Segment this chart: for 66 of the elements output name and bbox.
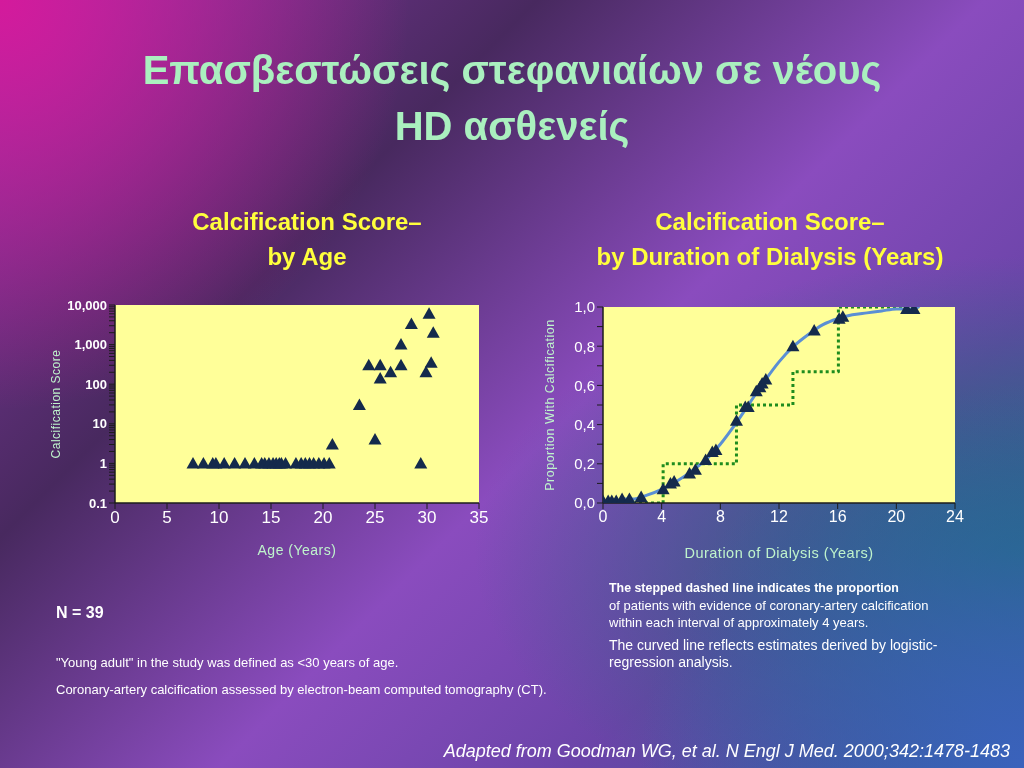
y-tick-label: 1,0 (574, 298, 595, 316)
y-tick-label: 10 (92, 416, 107, 432)
chart-title: Calcification Score– by Age (191, 207, 423, 272)
point (786, 339, 800, 352)
y-tick-label: 0.1 (88, 495, 107, 511)
chart-title: Calcification Score– by Duration of Dialysis (Years) (595, 207, 945, 272)
y-tick-label: 0,2 (574, 455, 595, 473)
x-tick-label: 10 (209, 508, 229, 528)
point (424, 356, 438, 368)
point (426, 326, 440, 338)
x-tick-label: 0 (110, 508, 120, 528)
y-tick-label: 0,8 (574, 337, 595, 355)
text: of patients with evidence of coronary-artery calcification within each interval of approximately 4 years. (609, 597, 930, 631)
point (414, 456, 428, 469)
point (419, 365, 433, 378)
x-tick-label: 15 (261, 508, 281, 528)
y-tick-label: 0,4 (574, 415, 595, 433)
x-tick-label: 8 (715, 508, 725, 526)
point (634, 490, 648, 503)
point (422, 307, 436, 319)
x-axis-title: Age (Years) (257, 542, 337, 558)
text: "Young adult" in the study was defined as <30 years of age. (56, 654, 399, 671)
text: Coronary-artery calcification assessed by electron-beam computed tomography (CT). (56, 681, 547, 698)
point (368, 433, 382, 445)
text: Adapted from Goodman WG, et al. N Engl J Med. 2000;342:1478-1483 (443, 740, 1010, 762)
text: N = 39 (56, 603, 104, 623)
point (394, 338, 408, 350)
point (217, 456, 231, 469)
x-tick-label: 5 (162, 508, 172, 528)
text: The stepped dashed line indicates the proportion (609, 580, 899, 597)
point (279, 456, 293, 469)
point (729, 414, 743, 426)
point (699, 453, 713, 465)
point (325, 438, 339, 450)
x-tick-label: 24 (946, 508, 964, 526)
x-tick-label: 12 (770, 508, 788, 526)
text: Επασβεστώσεις στεφανιαίων σε νέους HD ασθενείς (141, 47, 883, 150)
point (373, 371, 387, 384)
text: The curved line reflects estimates derived by logistic-regression analysis. (609, 637, 939, 671)
point (352, 398, 366, 410)
x-tick-label: 20 (313, 508, 333, 528)
y-tick-label: 100 (85, 376, 107, 392)
x-tick-label: 30 (417, 508, 437, 528)
x-axis-title: Duration of Dialysis (Years) (684, 545, 874, 561)
point (656, 482, 670, 495)
x-tick-label: 4 (657, 508, 667, 526)
y-tick-label: 10,000 (67, 297, 107, 313)
point (394, 358, 408, 371)
y-axis-title: Calcification Score (49, 349, 64, 459)
x-tick-label: 35 (469, 508, 489, 528)
x-tick-label: 16 (828, 508, 847, 526)
point (373, 358, 387, 371)
x-tick-label: 25 (365, 508, 385, 528)
x-tick-label: 0 (598, 508, 608, 526)
point (228, 456, 242, 469)
point (404, 317, 418, 330)
y-tick-label: 0,6 (574, 376, 595, 394)
point (362, 358, 376, 371)
y-tick-label: 1,000 (74, 337, 107, 353)
point (322, 456, 336, 469)
point (384, 365, 398, 378)
point (807, 324, 821, 336)
y-axis-title: Proportion With Calcification (543, 319, 558, 491)
y-tick-label: 0,0 (574, 494, 595, 512)
x-tick-label: 20 (887, 508, 906, 526)
y-tick-label: 1 (99, 456, 107, 472)
